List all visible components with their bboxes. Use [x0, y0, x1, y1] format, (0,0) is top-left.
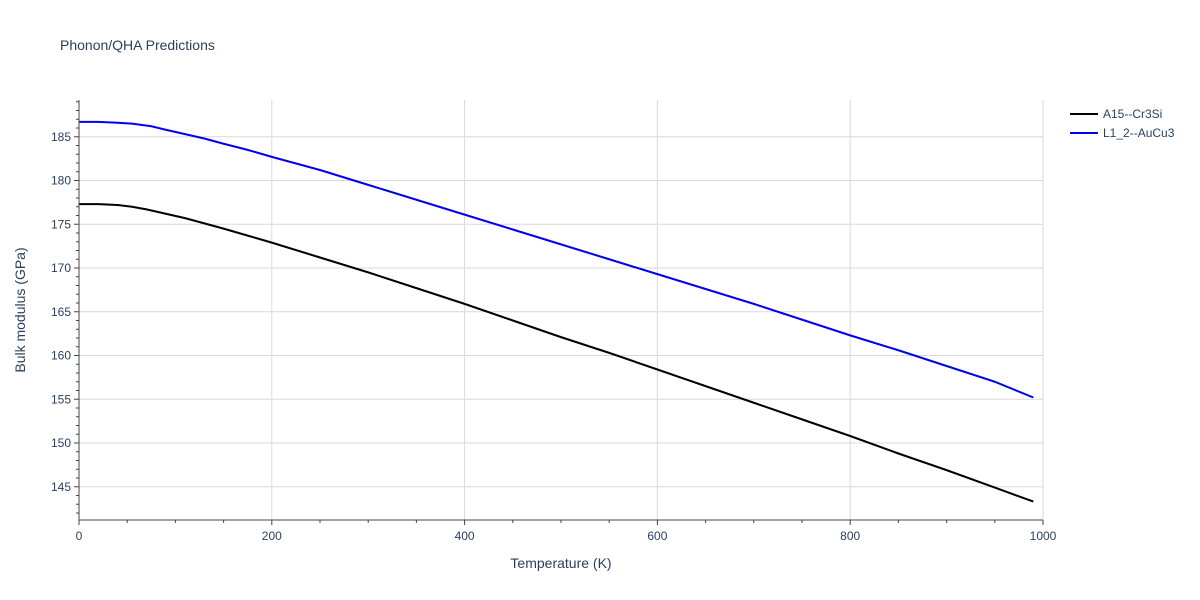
x-tick-label: 200 — [262, 529, 282, 543]
series-line-2[interactable] — [79, 120, 1034, 399]
y-tick-label: 170 — [51, 261, 71, 275]
axes-layer: 0 200 400 600 800 1000 145 150 155 160 165 170 175 18… — [51, 100, 1057, 543]
x-tick-label: 1000 — [1030, 529, 1057, 543]
x-tick-label: 800 — [840, 529, 860, 543]
y-tick-label: 165 — [51, 305, 71, 319]
y-tick-label: 150 — [51, 436, 71, 450]
y-tick-label: 160 — [51, 349, 71, 363]
y-tick-label: 155 — [51, 392, 71, 406]
y-axis-title: Bulk modulus (GPa) — [12, 247, 28, 372]
legend-label: A15--Cr3Si — [1103, 107, 1162, 121]
series-layer — [79, 120, 1034, 503]
grid-layer — [79, 100, 1044, 520]
x-tick-label: 0 — [76, 529, 83, 543]
x-axis-title: Temperature (K) — [510, 555, 611, 571]
series-line-1[interactable] — [79, 203, 1034, 503]
chart-title: Phonon/QHA Predictions — [60, 37, 215, 53]
legend[interactable]: A15--Cr3Si L1_2--AuCu3 — [1070, 107, 1175, 140]
x-tick-label: 600 — [647, 529, 667, 543]
y-tick-label: 180 — [51, 174, 71, 188]
legend-label: L1_2--AuCu3 — [1103, 126, 1175, 140]
x-tick-label: 400 — [455, 529, 475, 543]
legend-item-2[interactable]: L1_2--AuCu3 — [1070, 126, 1175, 140]
y-tick-label: 145 — [51, 480, 71, 494]
y-tick-label: 175 — [51, 217, 71, 231]
legend-item-1[interactable]: A15--Cr3Si — [1070, 107, 1162, 121]
y-tick-label: 185 — [51, 130, 71, 144]
